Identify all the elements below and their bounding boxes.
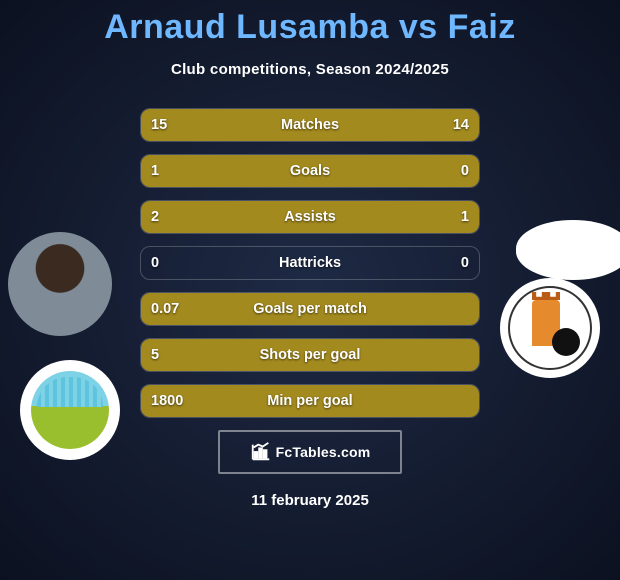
- stat-row: 1800Min per goal: [140, 384, 480, 418]
- player-right-avatar: [516, 220, 620, 280]
- stat-row: 5Shots per goal: [140, 338, 480, 372]
- subtitle: Club competitions, Season 2024/2025: [0, 61, 620, 78]
- stat-label: Hattricks: [141, 255, 479, 271]
- stat-label: Matches: [141, 117, 479, 133]
- player-left-avatar: [8, 232, 112, 336]
- avatar-placeholder-icon: [8, 232, 112, 336]
- stats-container: 15Matches141Goals02Assists10Hattricks00.…: [0, 108, 620, 418]
- brand-text: FcTables.com: [276, 444, 371, 460]
- stat-row: 0.07Goals per match: [140, 292, 480, 326]
- club-right-badge: [500, 278, 600, 378]
- date-text: 11 february 2025: [0, 492, 620, 509]
- stat-row: 2Assists1: [140, 200, 480, 234]
- page-title: Arnaud Lusamba vs Faiz: [0, 0, 620, 47]
- stat-value-right: 1: [461, 209, 469, 225]
- brand-chart-icon: [250, 441, 272, 463]
- stat-row: 15Matches14: [140, 108, 480, 142]
- stat-row: 1Goals0: [140, 154, 480, 188]
- stat-label: Goals: [141, 163, 479, 179]
- stat-value-right: 0: [461, 255, 469, 271]
- stat-value-right: 14: [453, 117, 469, 133]
- stat-value-right: 0: [461, 163, 469, 179]
- club-left-badge: [20, 360, 120, 460]
- club-right-badge-icon: [508, 286, 592, 370]
- stat-label: Assists: [141, 209, 479, 225]
- stat-label: Shots per goal: [141, 347, 479, 363]
- stat-label: Min per goal: [141, 393, 479, 409]
- brand-box[interactable]: FcTables.com: [218, 430, 402, 474]
- stat-label: Goals per match: [141, 301, 479, 317]
- club-left-badge-icon: [31, 371, 109, 449]
- stat-row: 0Hattricks0: [140, 246, 480, 280]
